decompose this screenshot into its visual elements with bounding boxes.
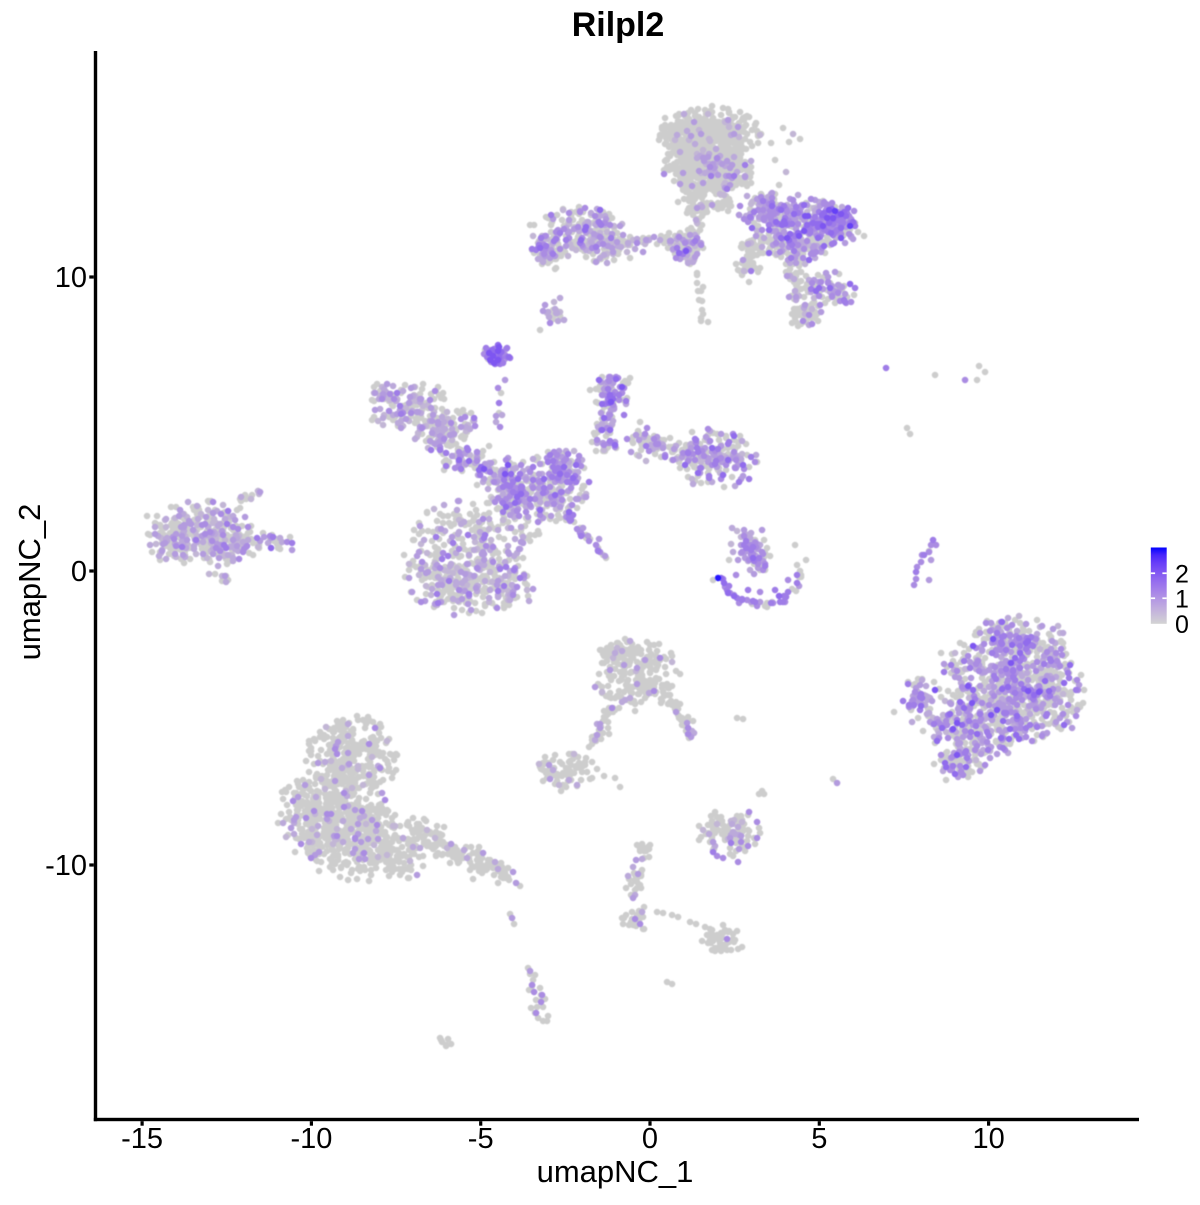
svg-text:1: 1 (1175, 585, 1189, 613)
svg-text:10: 10 (972, 1123, 1004, 1155)
svg-text:2: 2 (1175, 560, 1189, 588)
svg-text:0: 0 (71, 556, 87, 588)
svg-text:-5: -5 (468, 1123, 494, 1155)
svg-text:Rilpl2: Rilpl2 (572, 6, 665, 44)
svg-text:0: 0 (1175, 611, 1189, 639)
svg-text:-10: -10 (290, 1123, 332, 1155)
svg-text:10: 10 (55, 262, 87, 294)
svg-text:umapNC_2: umapNC_2 (12, 504, 47, 661)
svg-text:-10: -10 (45, 850, 87, 882)
svg-text:5: 5 (811, 1123, 827, 1155)
svg-text:umapNC_1: umapNC_1 (537, 1154, 694, 1189)
svg-text:0: 0 (642, 1123, 658, 1155)
svg-text:-15: -15 (121, 1123, 163, 1155)
